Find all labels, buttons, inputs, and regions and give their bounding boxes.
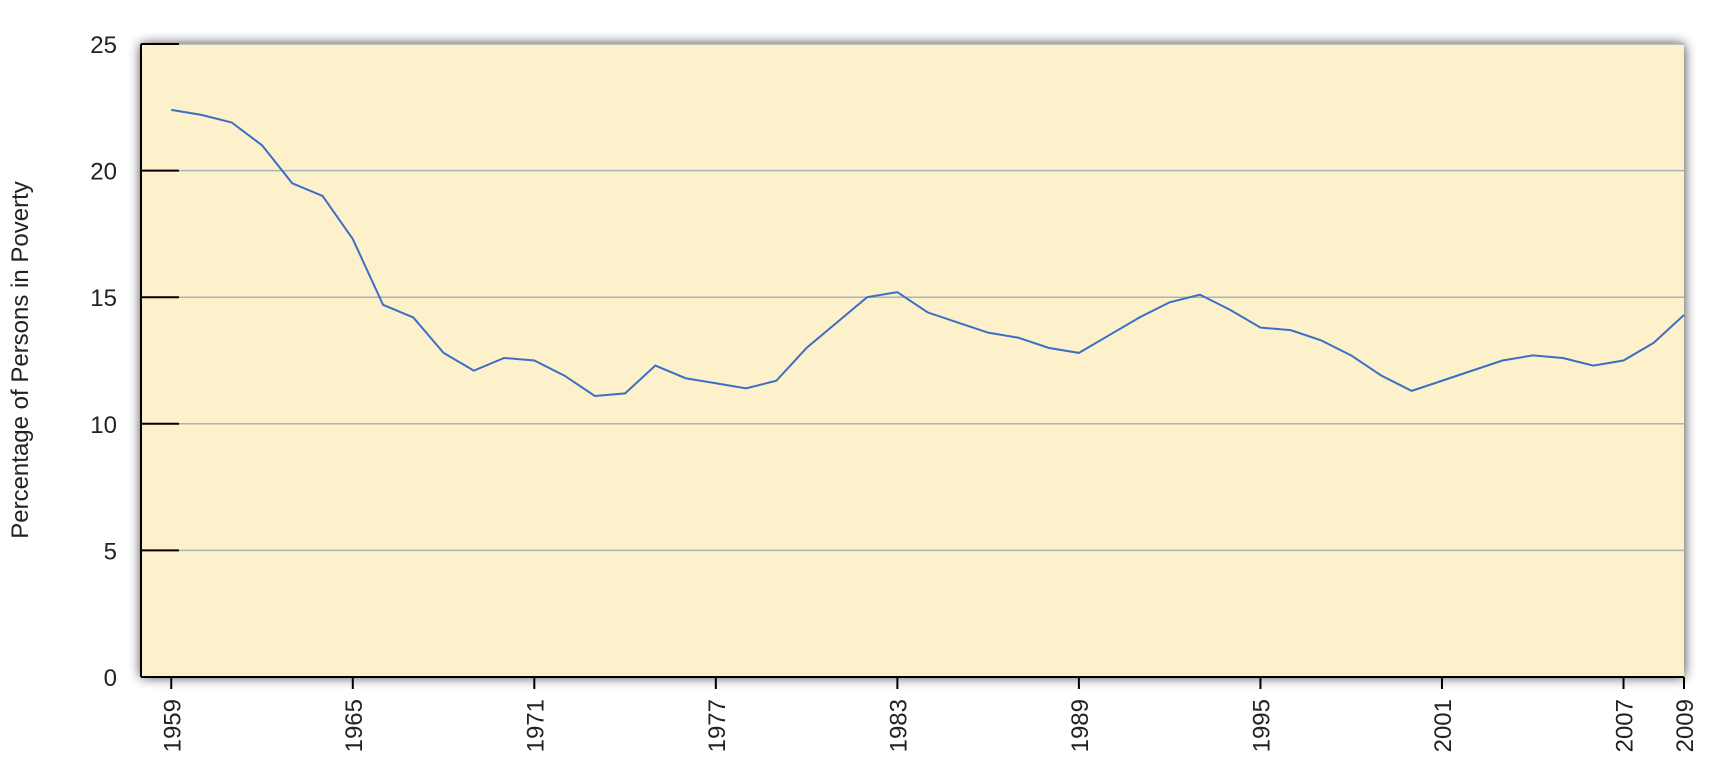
x-tick-label: 1983 (885, 699, 912, 752)
x-tick-label: 1959 (159, 699, 186, 752)
y-tick-label: 20 (90, 159, 117, 186)
x-tick-label: 1965 (341, 699, 368, 752)
y-tick-label: 15 (90, 285, 117, 312)
y-tick-label: 5 (104, 538, 117, 565)
x-tick-label: 2009 (1672, 699, 1699, 752)
x-tick-label: 1995 (1248, 699, 1275, 752)
y-tick-label: 10 (90, 412, 117, 439)
y-axis-label: Percentage of Persons in Poverty (7, 181, 34, 539)
x-tick-label: 2007 (1611, 699, 1638, 752)
plot-area (141, 44, 1684, 677)
data-line (171, 108, 1685, 397)
y-tick-label: 0 (104, 665, 117, 692)
x-tick-label: 1971 (522, 699, 549, 752)
x-tick-label: 2001 (1430, 699, 1457, 752)
x-tick-label: 1977 (704, 699, 731, 752)
y-tick-label: 25 (90, 32, 117, 59)
x-tick-label: 1989 (1067, 699, 1094, 752)
